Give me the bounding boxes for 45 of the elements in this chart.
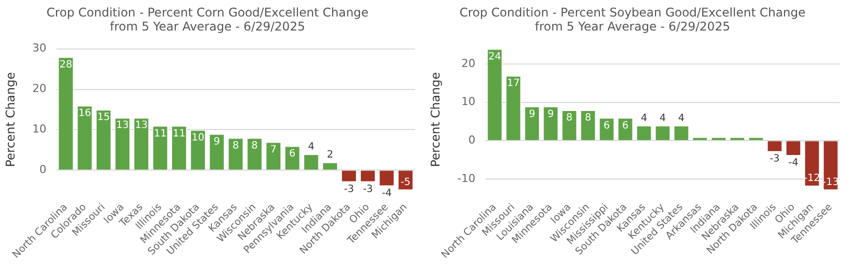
data-label: 17	[506, 78, 520, 90]
data-label: -4	[788, 158, 798, 169]
data-label: -12	[804, 173, 820, 184]
data-label: 13	[116, 120, 129, 132]
data-label: 11	[172, 128, 186, 140]
chart-title: Crop Condition - Percent Corn Good/Excellent Change from 5 Year Average - 6/29/2025	[46, 5, 369, 34]
data-label: -3	[344, 184, 354, 195]
data-label: 8	[251, 140, 258, 152]
y-axis-title: Percent Change	[428, 72, 442, 168]
data-label: -4	[382, 188, 392, 199]
data-label: 9	[214, 136, 220, 148]
data-label: 4	[678, 112, 685, 124]
y-tick-label: 10	[32, 122, 46, 136]
data-label: 10	[192, 132, 204, 144]
y-tick-label: 10	[461, 95, 476, 108]
y-axis-title: Percent Change	[3, 72, 18, 168]
y-tick-label: 20	[32, 82, 46, 96]
data-label: 15	[97, 112, 110, 124]
data-label: 13	[134, 120, 148, 132]
data-label: 7	[270, 144, 277, 156]
data-label: 11	[154, 128, 167, 140]
data-label: 6	[604, 120, 610, 132]
y-tick-label: 0	[468, 134, 476, 147]
y-tick-label: 20	[461, 56, 476, 70]
data-label: 8	[232, 140, 239, 152]
data-label: -3	[770, 154, 780, 165]
data-label: -3	[362, 184, 373, 195]
data-label: 4	[640, 112, 648, 124]
y-tick-label: -10	[457, 172, 476, 185]
data-label: 9	[548, 108, 554, 120]
data-label: 6	[622, 120, 629, 132]
data-label: 24	[488, 51, 502, 62]
y-tick-label: 0	[39, 163, 46, 176]
chart-title: Crop Condition - Percent Soybean Good/Excellent Change from 5 Year Average - 6/29/2025	[459, 5, 806, 34]
data-label: 4	[659, 112, 666, 124]
data-label: 8	[584, 112, 592, 124]
data-label: 6	[289, 148, 296, 160]
data-label: 2	[326, 150, 334, 161]
data-label: 9	[528, 108, 536, 120]
data-label: -5	[400, 176, 411, 188]
y-tick-label: 30	[32, 42, 46, 55]
data-label: 28	[59, 59, 72, 70]
data-label: 4	[308, 142, 314, 153]
data-label: 16	[78, 108, 92, 120]
data-label: 8	[566, 112, 573, 124]
